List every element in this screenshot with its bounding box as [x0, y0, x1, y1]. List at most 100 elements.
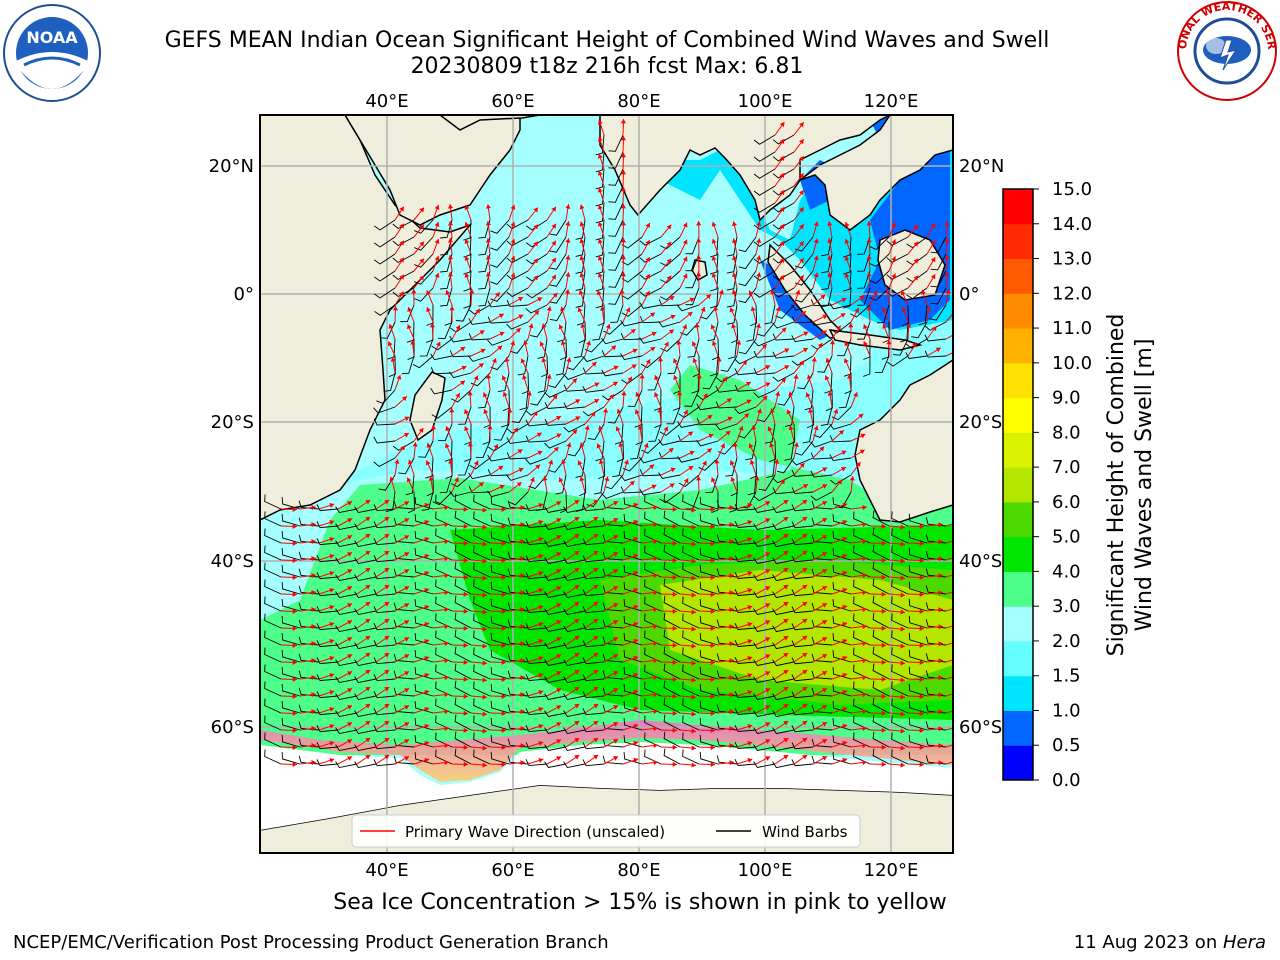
wind-barb	[753, 642, 776, 649]
wind-barb	[677, 304, 700, 312]
wave-direction-arrowhead	[799, 224, 804, 230]
wave-direction-arrowhead	[955, 348, 960, 353]
wind-barb	[582, 504, 605, 512]
wind-barb	[699, 751, 719, 765]
wave-direction-arrowhead	[672, 574, 677, 580]
wave-direction-arrowhead	[881, 727, 886, 733]
wave-direction-arrowhead	[800, 311, 806, 316]
wave-direction-arrowhead	[799, 207, 804, 213]
wave-direction-arrowhead	[546, 306, 552, 311]
wave-direction-arrowhead	[862, 504, 867, 511]
wind-barb	[490, 287, 510, 302]
wind-barb	[281, 530, 301, 544]
wave-direction-arrowhead	[783, 619, 789, 624]
wave-direction-arrowhead	[479, 330, 485, 335]
lat-tick-left-20n: 20°N	[209, 156, 254, 177]
wind-barb	[811, 568, 833, 578]
wind-barb	[544, 608, 567, 615]
wind-barb	[473, 579, 491, 595]
wave-direction-arrowhead	[548, 459, 554, 465]
wave-direction-arrowhead	[802, 601, 808, 607]
wind-barb	[525, 725, 548, 733]
wind-barb	[563, 384, 586, 392]
wave-direction-arrowhead	[311, 692, 316, 698]
wave-direction-arrowhead	[487, 425, 493, 430]
wave-direction-arrowhead	[842, 655, 848, 661]
wave-direction-arrowhead	[842, 706, 848, 712]
wave-direction-arrowhead	[872, 290, 878, 296]
wind-barb	[811, 636, 833, 646]
wave-direction-arrowhead	[593, 499, 599, 505]
wave-direction-arrowhead	[729, 307, 735, 313]
wind-barb	[832, 599, 852, 612]
wave-direction-arrowhead	[396, 374, 402, 380]
wind-barb	[354, 693, 377, 701]
wind-barb	[490, 581, 510, 595]
wave-direction-arrowhead	[399, 240, 404, 246]
wind-barb	[908, 547, 928, 561]
wind-barb	[666, 406, 681, 425]
wave-direction-arrowhead	[404, 603, 410, 608]
wind-barb	[602, 704, 624, 714]
wind-barb	[772, 351, 795, 359]
wind-barb	[802, 423, 814, 444]
wind-barb	[373, 572, 396, 580]
wind-barb	[316, 759, 339, 767]
wave-direction-arrowhead	[572, 429, 578, 435]
wave-direction-arrowhead	[292, 574, 297, 580]
wind-barb	[602, 670, 624, 680]
wave-direction-arrowhead	[584, 425, 590, 430]
wind-barb	[316, 640, 339, 648]
wind-barb	[765, 423, 776, 444]
wind-barb	[791, 657, 814, 665]
wind-barb	[494, 423, 510, 441]
wave-direction-arrowhead	[669, 483, 675, 488]
wave-direction-arrowhead	[444, 709, 449, 715]
wave-direction-arrowhead	[866, 306, 872, 311]
wind-barb	[930, 270, 947, 288]
wave-direction-arrowhead	[842, 604, 848, 610]
wave-direction-arrowhead	[501, 659, 506, 665]
wind-barb	[750, 304, 758, 327]
lon-tick-bottom-40e: 40°E	[365, 860, 408, 881]
wave-direction-arrowhead	[666, 241, 672, 247]
colorbar-tick-label: 5.0	[1052, 527, 1081, 548]
wind-barb	[576, 304, 586, 326]
wave-direction-arrowhead	[765, 518, 771, 523]
wave-direction-arrowhead	[729, 590, 734, 596]
wave-direction-arrowhead	[565, 221, 571, 226]
colorbar-tick-label: 10.0	[1052, 353, 1092, 374]
wind-barb	[837, 338, 852, 357]
wave-direction-arrowhead	[645, 359, 651, 365]
wave-direction-arrowhead	[501, 693, 506, 699]
wind-barb	[891, 613, 909, 629]
wind-barb	[264, 698, 282, 714]
wind-barb	[473, 528, 491, 544]
wind-barb	[734, 589, 757, 596]
wind-barb	[930, 253, 947, 271]
wind-barb	[639, 287, 662, 297]
wave-direction-arrowhead	[707, 415, 713, 420]
wave-direction-arrowhead	[384, 636, 390, 641]
wave-direction-arrowhead	[682, 222, 688, 228]
wave-direction-arrowhead	[424, 570, 430, 576]
wave-direction-arrowhead	[517, 297, 523, 302]
wave-direction-arrowhead	[424, 757, 430, 763]
wind-barb	[639, 316, 662, 324]
wave-direction-arrowhead	[556, 586, 562, 591]
wave-direction-arrowhead	[664, 341, 669, 347]
wind-barb	[639, 456, 662, 464]
wave-direction-arrowhead	[802, 686, 808, 692]
wind-barb	[473, 511, 491, 527]
wind-barb	[734, 657, 757, 664]
wave-direction-arrowhead	[565, 238, 571, 243]
wave-direction-arrowhead	[597, 187, 603, 193]
wave-direction-arrowhead	[533, 207, 538, 213]
wave-direction-arrowhead	[463, 557, 468, 563]
wave-direction-arrowhead	[329, 519, 335, 525]
wave-direction-arrowhead	[821, 330, 827, 336]
wind-barb	[373, 555, 396, 563]
wave-direction-arrowhead	[538, 638, 544, 644]
wave-direction-arrowhead	[710, 608, 715, 614]
wind-barb	[601, 350, 624, 358]
